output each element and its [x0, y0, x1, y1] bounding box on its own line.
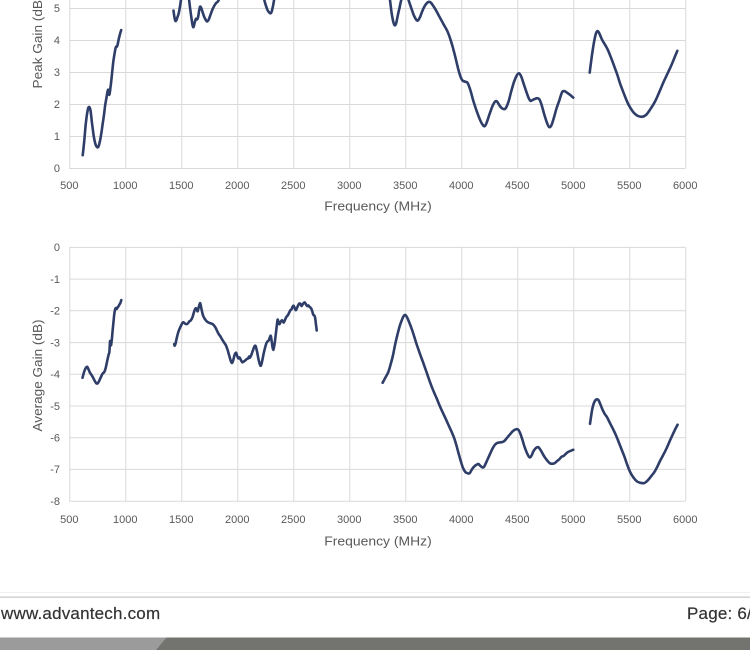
svg-text:-7: -7 [50, 464, 60, 476]
svg-text:4000: 4000 [449, 180, 473, 192]
svg-text:4000: 4000 [449, 514, 473, 526]
svg-text:1500: 1500 [169, 514, 193, 526]
svg-text:3000: 3000 [337, 514, 361, 526]
svg-text:1000: 1000 [113, 180, 137, 192]
svg-text:2000: 2000 [225, 180, 249, 192]
svg-text:-5: -5 [50, 401, 60, 413]
svg-text:5000: 5000 [561, 514, 585, 526]
svg-text:4500: 4500 [505, 514, 529, 526]
svg-text:500: 500 [60, 514, 78, 526]
svg-text:0: 0 [54, 242, 60, 254]
svg-text:3500: 3500 [393, 180, 417, 192]
svg-text:2500: 2500 [281, 180, 305, 192]
svg-text:4: 4 [54, 35, 60, 47]
svg-text:0: 0 [54, 163, 60, 175]
svg-text:-3: -3 [50, 337, 60, 349]
svg-text:Peak Gain (dB): Peak Gain (dB) [30, 0, 45, 89]
svg-text:1000: 1000 [113, 514, 137, 526]
svg-text:3500: 3500 [393, 514, 417, 526]
svg-text:-8: -8 [50, 496, 60, 508]
svg-text:3: 3 [54, 67, 60, 79]
svg-text:-6: -6 [50, 433, 60, 445]
svg-text:Page: 6/8: Page: 6/8 [687, 604, 750, 623]
svg-text:-2: -2 [50, 306, 60, 318]
svg-text:4500: 4500 [505, 180, 529, 192]
svg-text:5500: 5500 [617, 514, 641, 526]
svg-text:2500: 2500 [281, 514, 305, 526]
svg-text:2000: 2000 [225, 514, 249, 526]
svg-text:-1: -1 [50, 274, 60, 286]
svg-text:Frequency (MHz): Frequency (MHz) [324, 199, 432, 214]
svg-text:6000: 6000 [673, 514, 697, 526]
svg-text:1: 1 [54, 131, 60, 143]
svg-text:500: 500 [60, 180, 78, 192]
svg-text:-4: -4 [50, 369, 60, 381]
svg-text:Average Gain (dB): Average Gain (dB) [30, 320, 45, 432]
svg-text:6000: 6000 [673, 180, 697, 192]
svg-text:5500: 5500 [617, 180, 641, 192]
svg-text:5000: 5000 [561, 180, 585, 192]
svg-text:1500: 1500 [169, 180, 193, 192]
svg-text:Frequency (MHz): Frequency (MHz) [324, 534, 432, 549]
svg-text:www.advantech.com: www.advantech.com [0, 604, 160, 623]
svg-text:2: 2 [54, 99, 60, 111]
svg-text:5: 5 [54, 3, 60, 15]
svg-text:3000: 3000 [337, 180, 361, 192]
